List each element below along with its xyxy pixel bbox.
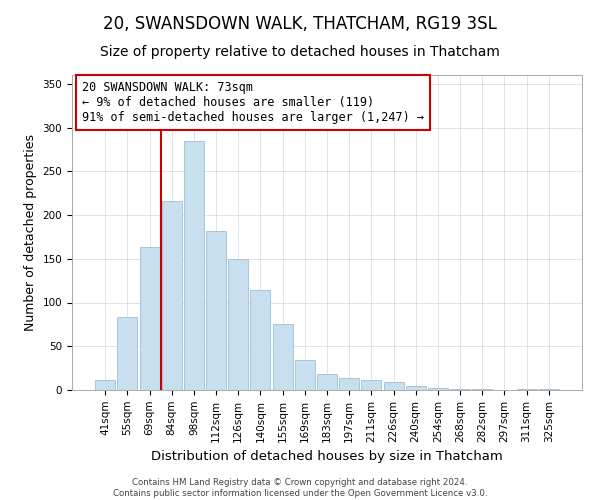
Bar (140, 248, 160, 390)
Bar (228, 259, 248, 390)
Bar (295, 360, 315, 390)
Bar (539, 389, 559, 390)
Bar (206, 231, 226, 390)
Text: Size of property relative to detached houses in Thatcham: Size of property relative to detached ho… (100, 45, 500, 59)
Text: 20 SWANSDOWN WALK: 73sqm
← 9% of detached houses are smaller (119)
91% of semi-d: 20 SWANSDOWN WALK: 73sqm ← 9% of detache… (82, 82, 424, 124)
Bar (184, 140, 204, 390)
Bar (383, 382, 404, 390)
Bar (250, 290, 271, 390)
Y-axis label: Number of detached properties: Number of detached properties (24, 134, 37, 331)
Text: Contains HM Land Registry data © Crown copyright and database right 2024.
Contai: Contains HM Land Registry data © Crown c… (113, 478, 487, 498)
Bar (361, 380, 382, 390)
Bar (428, 388, 448, 390)
Bar (472, 389, 492, 390)
X-axis label: Distribution of detached houses by size in Thatcham: Distribution of detached houses by size … (151, 450, 503, 463)
Bar (339, 378, 359, 390)
Text: 20, SWANSDOWN WALK, THATCHAM, RG19 3SL: 20, SWANSDOWN WALK, THATCHAM, RG19 3SL (103, 15, 497, 33)
Bar (406, 386, 426, 390)
Bar (317, 374, 337, 390)
Bar (450, 389, 470, 390)
Bar (272, 324, 293, 390)
Bar (162, 201, 182, 390)
Bar (95, 380, 115, 390)
Bar (517, 389, 536, 390)
Bar (118, 316, 137, 390)
